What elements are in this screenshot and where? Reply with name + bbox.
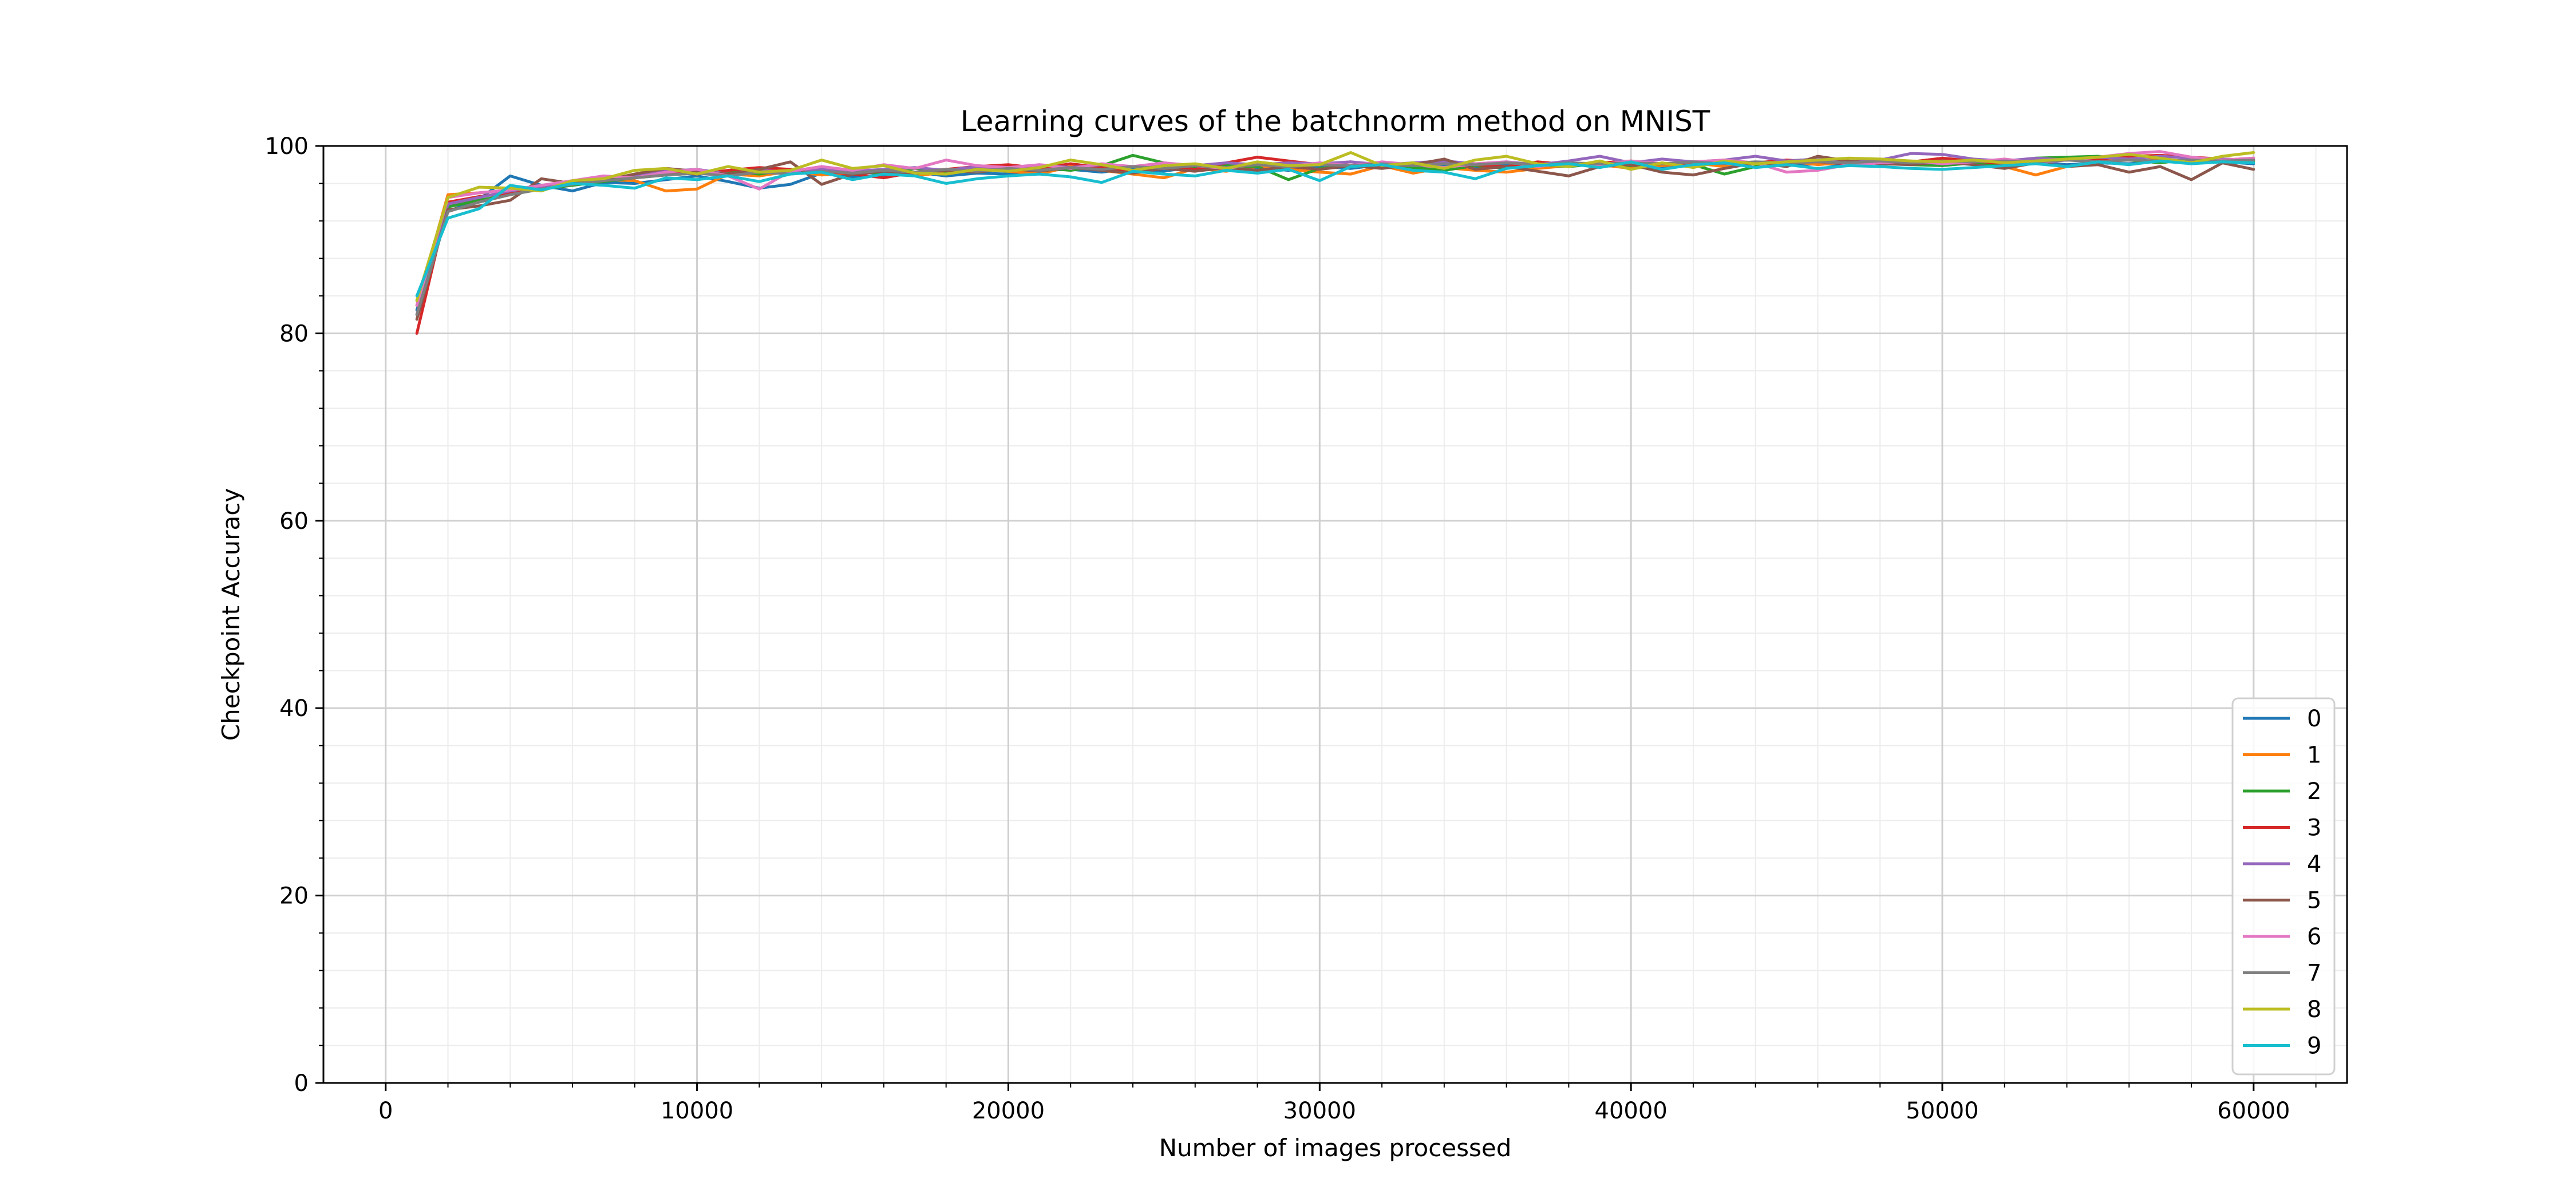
y-tick-label: 0 <box>294 1070 309 1097</box>
x-tick-label: 60000 <box>2217 1098 2290 1124</box>
legend-label-7: 7 <box>2307 960 2321 987</box>
y-tick-label: 100 <box>265 133 309 160</box>
plot-frame <box>322 145 2348 1084</box>
series-line-8 <box>415 151 2255 302</box>
legend-label-0: 0 <box>2307 706 2321 732</box>
x-tick-label: 30000 <box>1283 1098 1356 1124</box>
legend-label-8: 8 <box>2307 997 2321 1023</box>
legend-label-3: 3 <box>2307 815 2321 841</box>
x-tick-label: 0 <box>378 1098 393 1124</box>
series-lines <box>415 150 2255 335</box>
series-line-9 <box>415 159 2255 298</box>
x-tick-label: 10000 <box>661 1098 733 1124</box>
y-axis-ticks: 0 20 40 60 80 100 <box>265 133 323 1097</box>
x-tick-label: 40000 <box>1595 1098 1668 1124</box>
y-tick-label: 60 <box>279 508 309 535</box>
y-tick-label: 80 <box>279 321 309 347</box>
chart-title: Learning curves of the batchnorm method … <box>961 105 1710 138</box>
legend-label-2: 2 <box>2307 778 2321 805</box>
legend-label-4: 4 <box>2307 851 2321 877</box>
legend-label-6: 6 <box>2307 924 2321 950</box>
y-tick-label: 20 <box>279 883 309 910</box>
x-axis-title: Number of images processed <box>1159 1134 1512 1162</box>
x-tick-label: 50000 <box>1906 1098 1978 1124</box>
legend: 0 1 2 3 4 5 6 7 8 9 <box>2231 697 2336 1076</box>
legend-label-5: 5 <box>2307 888 2321 914</box>
y-axis-title: Checkpoint Accuracy <box>217 488 245 741</box>
legend-label-1: 1 <box>2307 742 2321 769</box>
legend-label-9: 9 <box>2307 1033 2321 1059</box>
y-tick-label: 40 <box>279 695 309 722</box>
x-tick-label: 20000 <box>972 1098 1045 1124</box>
x-axis-ticks: 0 10000 20000 30000 40000 50000 60000 <box>378 1083 2317 1124</box>
